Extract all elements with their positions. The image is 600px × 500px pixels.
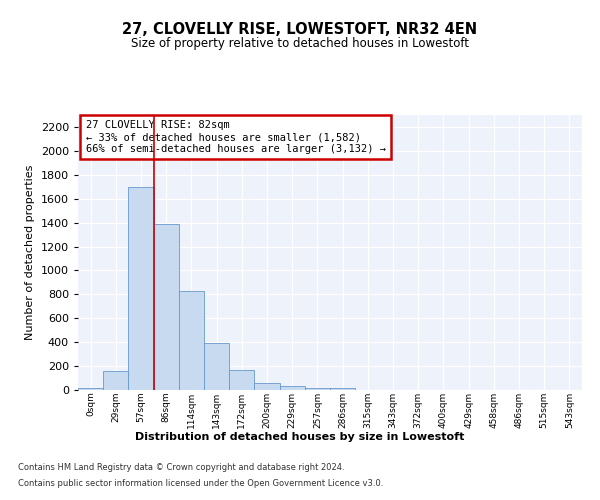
Bar	[179, 291, 204, 390]
Bar	[280, 386, 305, 390]
Bar	[128, 186, 154, 390]
Text: 27 CLOVELLY RISE: 82sqm
← 33% of detached houses are smaller (1,582)
66% of semi: 27 CLOVELLY RISE: 82sqm ← 33% of detache…	[86, 120, 386, 154]
Bar	[305, 388, 330, 390]
Bar	[154, 224, 179, 390]
Bar	[204, 344, 229, 390]
Bar	[330, 388, 355, 390]
Text: Contains HM Land Registry data © Crown copyright and database right 2024.: Contains HM Land Registry data © Crown c…	[18, 464, 344, 472]
Bar	[78, 388, 103, 390]
Y-axis label: Number of detached properties: Number of detached properties	[25, 165, 35, 340]
Text: Size of property relative to detached houses in Lowestoft: Size of property relative to detached ho…	[131, 38, 469, 51]
Bar	[229, 370, 254, 390]
Text: 27, CLOVELLY RISE, LOWESTOFT, NR32 4EN: 27, CLOVELLY RISE, LOWESTOFT, NR32 4EN	[122, 22, 478, 38]
Bar	[254, 383, 280, 390]
Text: Contains public sector information licensed under the Open Government Licence v3: Contains public sector information licen…	[18, 478, 383, 488]
Text: Distribution of detached houses by size in Lowestoft: Distribution of detached houses by size …	[136, 432, 464, 442]
Bar	[103, 371, 128, 390]
